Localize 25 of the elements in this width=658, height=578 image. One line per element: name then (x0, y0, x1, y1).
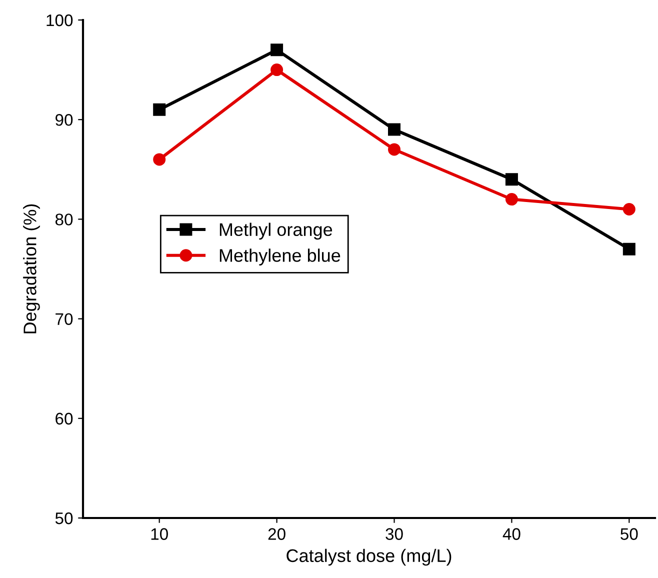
y-tick-label: 70 (56, 313, 73, 326)
y-tick-label: 60 (56, 412, 73, 425)
y-axis-title: Degradation (%) (23, 204, 40, 334)
legend-label: Methylene blue (220, 248, 340, 266)
y-tick-label: 80 (55, 214, 73, 226)
point (153, 153, 166, 166)
point (505, 193, 518, 206)
point (270, 64, 284, 76)
point (622, 242, 636, 256)
point (388, 143, 401, 156)
x-axis-title: Catalyst dose (mg/L) (286, 548, 452, 566)
point (388, 123, 401, 136)
point (270, 44, 284, 56)
x-tick-label: 50 (620, 528, 638, 540)
y-tick-label: 100 (46, 14, 73, 26)
legend-label: Methyl orange (220, 222, 332, 240)
point (622, 202, 636, 216)
x-tick-label: 30 (386, 528, 403, 540)
x-tick-label: 10 (151, 528, 168, 540)
y-tick-label: 90 (56, 114, 73, 126)
point (505, 173, 518, 186)
y-tick-label: 50 (55, 512, 73, 524)
x-tick-label: 20 (268, 528, 286, 540)
point (153, 103, 166, 116)
x-tick-label: 40 (502, 528, 520, 540)
